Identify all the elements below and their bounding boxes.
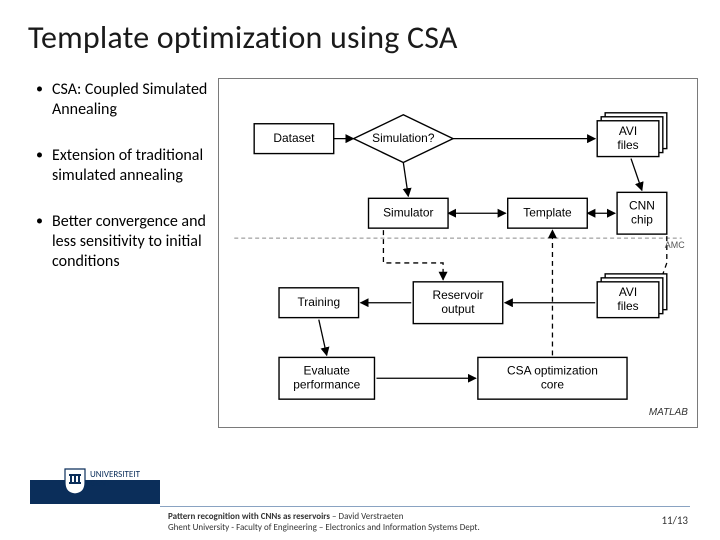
svg-text:AVI: AVI xyxy=(619,285,637,299)
flowchart-diagram: DatasetSimulation?AVIfilesSimulatorTempl… xyxy=(218,78,698,428)
footer-affiliation: Ghent University - Faculty of Engineerin… xyxy=(168,522,480,533)
svg-text:MATLAB: MATLAB xyxy=(649,407,688,418)
footer-rule xyxy=(160,506,690,507)
footer-author: – David Verstraeten xyxy=(330,511,404,522)
footer: UNIVERSITEIT GENT Pattern recognition wi… xyxy=(0,478,720,540)
svg-text:Simulator: Simulator xyxy=(383,205,433,219)
footer-title-bold: Pattern recognition with CNNs as reservo… xyxy=(168,511,330,522)
svg-text:chip: chip xyxy=(631,212,653,226)
svg-text:Simulation?: Simulation? xyxy=(372,131,435,145)
university-name: UNIVERSITEIT GENT xyxy=(90,470,140,488)
svg-text:output: output xyxy=(441,302,475,316)
flowchart-svg: DatasetSimulation?AVIfilesSimulatorTempl… xyxy=(219,79,697,427)
svg-text:files: files xyxy=(617,299,638,313)
slide-title: Template optimization using CSA xyxy=(28,18,458,57)
bullet-item: Better convergence and less sensitivity … xyxy=(40,212,210,272)
footer-text: Pattern recognition with CNNs as reservo… xyxy=(168,511,480,534)
svg-text:Evaluate: Evaluate xyxy=(304,363,351,377)
university-logo-icon xyxy=(64,468,86,494)
svg-text:AMC: AMC xyxy=(665,240,685,250)
svg-text:performance: performance xyxy=(293,377,360,391)
svg-text:files: files xyxy=(617,138,638,152)
svg-text:Template: Template xyxy=(523,205,572,219)
bullet-item: Extension of traditional simulated annea… xyxy=(40,146,210,186)
svg-text:Training: Training xyxy=(297,295,340,309)
slide: Template optimization using CSA CSA: Cou… xyxy=(0,0,720,540)
svg-text:core: core xyxy=(541,377,565,391)
svg-text:CNN: CNN xyxy=(629,198,655,212)
svg-text:AVI: AVI xyxy=(619,124,637,138)
bullet-list: CSA: Coupled Simulated Annealing Extensi… xyxy=(40,80,210,298)
svg-text:Dataset: Dataset xyxy=(273,131,315,145)
svg-text:Reservoir: Reservoir xyxy=(432,288,483,302)
bullet-item: CSA: Coupled Simulated Annealing xyxy=(40,80,210,120)
svg-text:CSA optimization: CSA optimization xyxy=(507,363,598,377)
page-number: 11/13 xyxy=(661,514,688,527)
